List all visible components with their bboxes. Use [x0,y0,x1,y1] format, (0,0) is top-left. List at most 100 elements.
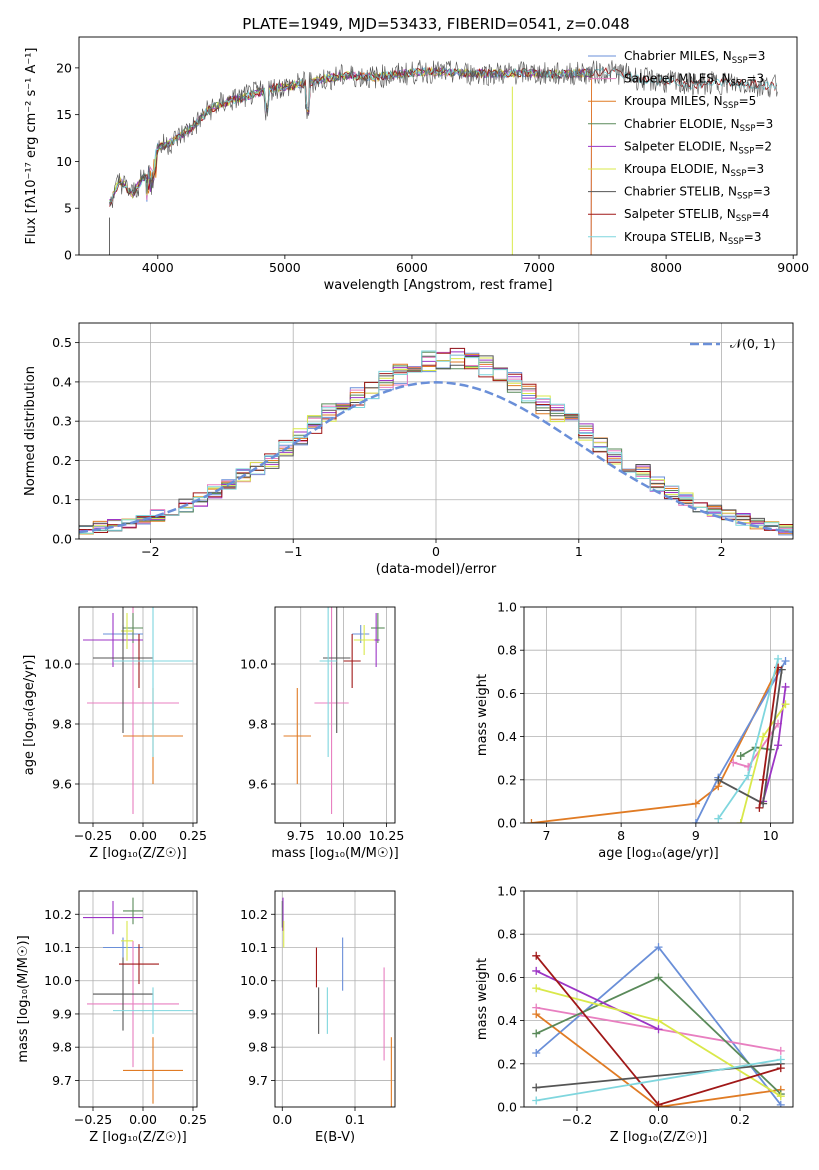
y-tick-label: 10.0 [240,657,268,672]
x-tick-label: −0.2 [562,1112,592,1127]
weight-marker-krou_elodie [532,984,541,993]
y-tick-label: 0.4 [52,374,72,389]
y-axis-label: mass weight [475,958,490,1040]
y-tick-label: 9.9 [52,1006,72,1021]
y-tick-label: 1.0 [497,600,517,615]
legend-entry: Salpeter ELODIE, NSSP=2 [624,139,772,156]
y-tick-label: 0 [64,248,72,263]
y-tick-label: 0.6 [497,970,517,985]
weight-marker-krou_stelib [774,654,783,663]
y-axis-label: Normed distribution [23,366,38,496]
y-tick-label: 15 [56,107,72,122]
x-axis-label: (data-model)/error [376,562,497,577]
legend-entry: Kroupa STELIB, NSSP=3 [624,230,762,247]
y-tick-label: 9.8 [248,1040,268,1055]
panel-mass_vs_ebv: 0.0 0.1 9.7 9.8 9.9 10.0 10.1 10.2 E(B-V) [240,890,396,1145]
x-axis-label: Z [log₁₀(Z/Z☉)] [89,846,186,861]
axes-frame [78,36,798,256]
normal-legend-label: 𝒩(0, 1) [730,336,776,351]
panel-age_vs_Z: −0.25 0.00 0.25 9.6 9.8 10.0 Z [log₁₀(Z/Z☉)] ag… [22,606,207,861]
x-tick-label: 0.00 [129,1112,157,1127]
y-tick-label: 5 [64,201,72,216]
y-tick-label: 0.0 [497,1100,517,1115]
y-tick-label: 9.8 [52,717,72,732]
panel-age_vs_mass: 9.75 10.00 10.25 9.6 9.8 10.0 mass [log₁₀(M/M☉… [240,606,405,861]
y-tick-label: 9.6 [52,777,72,792]
y-tick-label: 0.5 [52,335,72,350]
x-tick-label: 0.25 [179,1112,207,1127]
weight-marker-salp_stelib [654,1100,663,1107]
legend-entry: Salpeter STELIB, NSSP=4 [624,207,769,224]
x-tick-label: 2 [718,544,726,559]
x-axis-label: mass [log₁₀(M/M☉)] [271,846,398,861]
y-tick-label: 0.4 [497,1013,517,1028]
x-tick-label: 10.25 [369,828,405,843]
spectrum-model-chab_stelib [109,59,778,209]
spectrum-model-chab_miles [109,66,593,255]
weight-marker-chab_miles [781,657,790,665]
weight-marker-chab_miles [691,819,700,823]
x-tick-label: 8 [617,828,625,843]
weight-marker-krou_stelib [776,1055,785,1064]
legend-entry: Chabrier STELIB, NSSP=3 [624,185,771,202]
y-tick-label: 10.0 [240,973,268,988]
y-tick-label: 9.8 [52,1040,72,1055]
y-axis-label: age [log₁₀(age/yr)] [22,655,37,776]
plot-area [108,59,778,255]
panel-weight_vs_age: 7 8 9 10 0.0 0.2 0.4 0.6 0.8 1.0 age [log₁₀(age/yr… [475,600,794,861]
y-tick-label: 0.6 [497,686,517,701]
y-tick-label: 10.0 [44,657,72,672]
spectrum-model-krou_stelib [109,66,778,202]
weight-marker-krou_elodie [781,700,790,709]
y-tick-label: 9.7 [248,1073,268,1088]
x-axis-label: wavelength [Angstrom, rest frame] [324,278,553,293]
y-tick-label: 0.4 [497,729,517,744]
weight-marker-salp_elodie [532,966,541,975]
panel-weight_vs_Z: −0.2 0.0 0.2 0.0 0.2 0.4 0.6 0.8 1.0 Z [log₁₀(Z/Z… [475,884,794,1145]
y-tick-label: 10.2 [44,907,72,922]
spectrum-legend: Chabrier MILES, NSSP=3 Salpeter MILES, NS… [588,49,773,247]
spectrum-model-krou_miles [109,66,593,255]
x-tick-label: 0 [432,544,440,559]
weight-marker-krou_stelib [714,814,723,823]
x-tick-label: 7 [542,828,550,843]
normal-curve [79,381,793,534]
y-tick-label: 10.1 [240,940,268,955]
x-tick-label: −1 [284,544,302,559]
legend-entry: Chabrier ELODIE, NSSP=3 [624,117,773,134]
axes-frame [78,606,198,824]
figure-title: PLATE=1949, MJD=53433, FIBERID=0541, z=0… [242,15,629,33]
x-axis-label: Z [log₁₀(Z/Z☉)] [610,1130,707,1145]
x-tick-label: 0.1 [345,1112,365,1127]
y-tick-label: 0.1 [52,492,72,507]
weight-line-krou_stelib [536,1058,781,1102]
plot-area [532,943,785,1107]
weight-marker-krou_miles [532,1010,541,1019]
y-tick-label: 10 [56,154,72,169]
plot-area [283,607,385,814]
weight-marker-chab_elodie [532,1029,541,1038]
x-tick-label: 5000 [269,260,301,275]
weight-marker-salp_elodie [781,682,790,691]
axes-frame [78,890,198,1108]
weight-marker-chab_elodie [736,752,745,761]
x-tick-label: −0.25 [74,828,112,843]
y-tick-label: 0.0 [52,532,72,547]
weight-marker-chab_stelib [714,775,723,784]
x-tick-label: 9.75 [287,828,315,843]
weight-marker-salp_stelib [776,1064,785,1073]
y-tick-label: 9.8 [248,717,268,732]
y-tick-label: 0.2 [497,772,517,787]
x-tick-label: 9 [692,828,700,843]
weight-marker-salp_stelib [755,803,764,812]
x-tick-label: 10 [763,828,779,843]
x-tick-label: −2 [141,544,159,559]
panel-mass_vs_Z: −0.25 0.00 0.25 9.7 9.8 9.9 10.0 10.1 10.2 Z [log… [16,890,207,1145]
weight-marker-chab_miles [532,1049,541,1057]
plot-area [83,607,193,814]
plot-area [281,897,392,1107]
weight-marker-salp_elodie [774,741,783,750]
y-tick-label: 10.1 [44,940,72,955]
y-tick-label: 0.0 [497,816,517,831]
